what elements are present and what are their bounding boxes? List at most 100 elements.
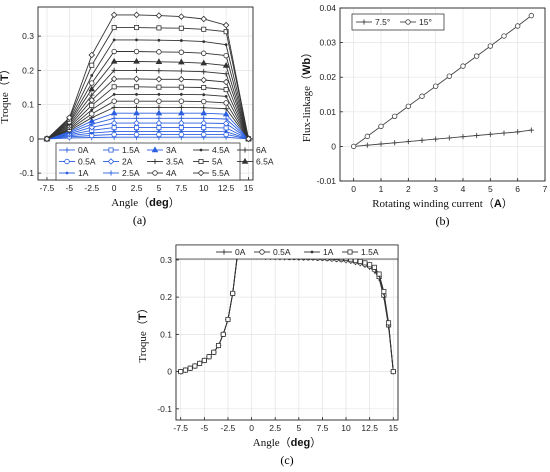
data-point [201, 357, 207, 363]
legend-marker [108, 170, 114, 176]
data-point [362, 260, 368, 266]
data-point [157, 92, 161, 96]
data-point [89, 62, 95, 68]
series-line-6.5A [38, 61, 253, 140]
series-line-17 [38, 14, 253, 140]
data-point [133, 109, 140, 116]
data-point [66, 114, 73, 121]
data-point [89, 80, 95, 86]
x-tick-label: 6 [515, 184, 520, 194]
data-point [419, 93, 425, 99]
legend-label: 2A [122, 157, 133, 167]
series-line-3.5A [38, 106, 253, 140]
y-axis-label-close: ） [0, 63, 11, 74]
y-tick-label: 0.01 [319, 107, 336, 117]
legend-label: 15° [419, 17, 432, 27]
data-point [201, 50, 207, 56]
data-point [135, 92, 138, 96]
x-tick-label: 1 [379, 184, 384, 194]
data-point [90, 74, 94, 77]
data-point [155, 109, 163, 116]
data-point [386, 320, 392, 326]
data-point [222, 110, 230, 117]
data-point [112, 92, 116, 96]
y-tick-label: 0.2 [160, 292, 172, 302]
legend-label: 1A [323, 247, 334, 257]
data-point [178, 104, 184, 110]
y-tick-label: 0.1 [160, 329, 172, 339]
y-tick-label: 0 [331, 141, 336, 151]
legend-label: 0.5A [78, 157, 96, 167]
plot-area [176, 245, 398, 420]
legend-marker [241, 157, 249, 164]
data-point [112, 129, 116, 133]
x-axis-label: Angle（deg） [111, 196, 179, 209]
x-axis-label-close: ） [169, 196, 180, 209]
x-tick-label: 15 [244, 183, 254, 193]
data-point [392, 140, 398, 146]
y-tick-label: 0.2 [22, 65, 34, 75]
legend-label: 3A [166, 145, 177, 155]
x-tick-label: -5 [201, 423, 209, 433]
x-tick-label: 2 [406, 184, 411, 194]
series-line-16 [38, 27, 253, 140]
data-point [133, 104, 140, 110]
series-line-2A [38, 122, 253, 140]
data-point [350, 143, 357, 150]
data-point [222, 78, 230, 86]
x-axis-label-open: （ [280, 436, 291, 449]
x-axis-unit: deg [149, 197, 169, 209]
data-point [178, 84, 184, 90]
legend-marker [151, 146, 159, 153]
data-point [111, 115, 117, 121]
legend-label: 7.5° [375, 17, 390, 27]
data-point [133, 98, 140, 104]
legend-marker [64, 147, 70, 153]
x-tick-label: 5 [157, 183, 162, 193]
data-point [230, 290, 236, 296]
y-tick-label: 0.1 [22, 100, 34, 110]
data-point [156, 115, 162, 121]
data-point [201, 131, 207, 138]
legend-marker [347, 249, 353, 255]
data-point [245, 135, 252, 143]
y-axis-label: Troque（T） [0, 63, 11, 123]
data-point [223, 106, 229, 112]
series-line-1.5A [38, 127, 253, 140]
data-point [405, 103, 412, 109]
data-point [178, 49, 185, 55]
legend-label: 6A [256, 145, 267, 155]
x-axis-label-text: Rotating winding current [372, 198, 483, 210]
x-tick-label: 7.5 [317, 423, 329, 433]
data-point [378, 123, 384, 130]
y-tick-label: 0.02 [319, 72, 336, 82]
data-point [88, 117, 96, 124]
data-point [156, 25, 162, 31]
data-point [178, 131, 185, 138]
x-axis-label-text: Angle [253, 437, 280, 449]
legend-label: 4A [166, 168, 177, 178]
x-tick-label: 7.5 [175, 183, 187, 193]
legend-label: 0A [235, 247, 246, 257]
data-point [156, 131, 162, 138]
data-point [460, 63, 466, 69]
series-line-4.5A [38, 93, 253, 140]
data-point [473, 53, 480, 59]
data-point [222, 120, 230, 127]
data-point [223, 29, 229, 35]
y-axis-unit: T [0, 74, 11, 81]
series-line-2.5A [38, 117, 253, 140]
series-line-14 [38, 51, 253, 140]
data-point [187, 365, 193, 371]
data-point [135, 38, 138, 42]
chart-b: 0 1 2 3 4 5 6 7 -0.01 0 0.01 0.02 0.03 0.04 Rotating w… [300, 3, 548, 228]
chart-a: -7.5 -5 -2.5 0 2.5 5 7.5 10 12.5 15 -0.1 0 0.1 0.2 0.3… [0, 6, 274, 227]
data-point [381, 289, 387, 295]
x-tick-label: 7 [543, 184, 548, 194]
x-tick-label: -7.5 [173, 423, 188, 433]
legend-label: 5.5A [212, 168, 230, 178]
legend-label: 1.5A [122, 145, 140, 155]
x-tick-label: 2.5 [269, 423, 281, 433]
legend-label: 5A [212, 157, 223, 167]
data-point [156, 98, 162, 104]
